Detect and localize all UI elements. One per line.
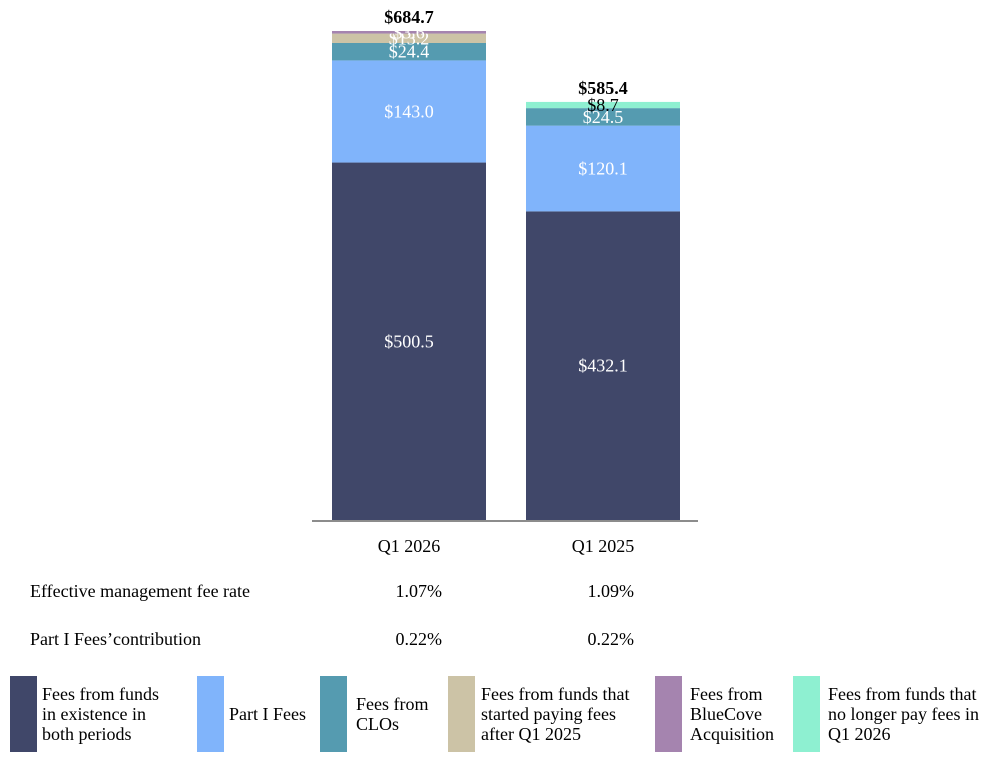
bar-segment — [332, 31, 486, 34]
metric-label-fee-rate: Effective management fee rate — [30, 581, 251, 601]
legend-item-discontinued-funds: Fees from funds that no longer pay fees … — [793, 676, 1003, 752]
legend-label: Fees from CLOs — [356, 694, 429, 734]
data-label: $24.5 — [583, 107, 624, 127]
legend-label: Fees from funds that started paying fees… — [481, 684, 630, 744]
category-label: Q1 2026 — [378, 536, 441, 556]
data-label: $8.7 — [587, 95, 619, 115]
data-label: $143.0 — [384, 101, 434, 121]
legend-label: Fees from funds in existence in both per… — [42, 684, 159, 744]
total-label: $585.4 — [578, 78, 628, 98]
total-label: $684.7 — [384, 7, 434, 27]
bar-segment — [526, 108, 680, 126]
data-label: $432.1 — [578, 356, 628, 376]
legend-item-part-i-fees: Part I Fees — [197, 676, 322, 752]
legend-swatch — [448, 676, 475, 752]
stacked-bar-chart: $500.5$143.0$24.4$13.2$3.6$684.7Q1 2026$… — [312, 7, 698, 556]
bar-segment — [332, 162, 486, 520]
bar-segment — [332, 60, 486, 163]
metric-value-part-i-q1-2025: 0.22% — [587, 629, 635, 649]
legend-swatch — [655, 676, 682, 752]
metric-value-part-i-q1-2026: 0.22% — [395, 629, 443, 649]
legend-item-existing-funds: Fees from funds in existence in both per… — [10, 676, 190, 752]
legend-label: Part I Fees — [229, 704, 306, 724]
legend-swatch — [197, 676, 224, 752]
data-label: $120.1 — [578, 159, 628, 179]
bar-segment — [526, 211, 680, 520]
legend-swatch — [793, 676, 820, 752]
legend-item-bluecove: Fees from BlueCove Acquisition — [655, 676, 790, 752]
bar-segment — [526, 101, 680, 109]
metric-value-fee-rate-q1-2026: 1.07% — [395, 581, 443, 601]
data-label: $3.6 — [393, 22, 425, 42]
legend-item-clos: Fees from CLOs — [320, 676, 445, 752]
bar-segment — [332, 33, 486, 43]
metric-value-fee-rate-q1-2025: 1.09% — [587, 581, 635, 601]
bar-segment — [526, 125, 680, 212]
bar-segment — [332, 42, 486, 61]
data-label: $500.5 — [384, 331, 434, 351]
legend-swatch — [320, 676, 347, 752]
metric-label-part-i-contribution: Part I Fees’contribution — [30, 629, 201, 649]
category-label: Q1 2025 — [572, 536, 635, 556]
legend-swatch — [10, 676, 37, 752]
legend-item-new-funds: Fees from funds that started paying fees… — [448, 676, 653, 752]
legend-label: Fees from funds that no longer pay fees … — [828, 684, 979, 744]
legend-label: Fees from BlueCove Acquisition — [690, 684, 774, 744]
data-label: $24.4 — [389, 42, 430, 62]
